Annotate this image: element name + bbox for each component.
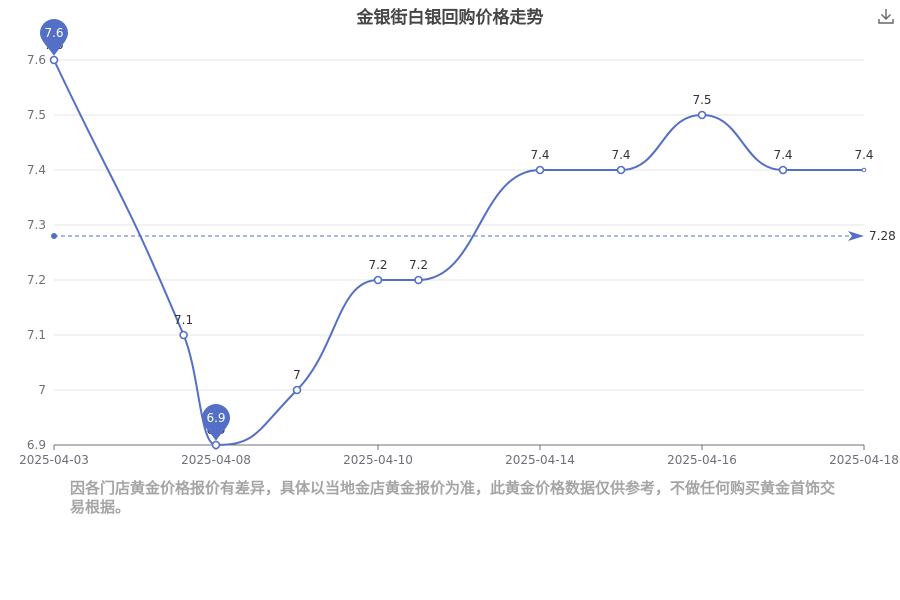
data-point bbox=[373, 275, 383, 285]
data-point bbox=[778, 165, 788, 175]
data-points bbox=[49, 55, 867, 450]
max-marker-label: 7.6 bbox=[44, 26, 63, 40]
y-tick-label: 7.1 bbox=[27, 328, 46, 342]
y-tick-label: 6.9 bbox=[27, 438, 46, 452]
download-icon[interactable] bbox=[876, 6, 896, 26]
data-label: 7.1 bbox=[174, 313, 193, 327]
y-tick-label: 7.5 bbox=[27, 108, 46, 122]
series-line bbox=[53, 59, 864, 447]
data-point bbox=[697, 110, 707, 120]
x-tick-label: 2025-04-03 bbox=[19, 453, 89, 467]
extreme-markers: 7.6 6.9 bbox=[40, 19, 230, 441]
y-tick-label: 7.4 bbox=[27, 163, 46, 177]
data-label: 7.4 bbox=[611, 148, 630, 162]
y-tick-label: 7.3 bbox=[27, 218, 46, 232]
min-marker-label: 6.9 bbox=[206, 411, 225, 425]
data-point bbox=[179, 330, 188, 340]
data-point bbox=[616, 165, 626, 175]
data-label: 7.4 bbox=[530, 148, 549, 162]
disclaimer-text: 因各门店黄金价格报价有差异，具体以当地金店黄金报价为准，此黄金价格数据仅供参考，… bbox=[70, 479, 836, 516]
data-label: 7 bbox=[293, 368, 301, 382]
data-point bbox=[49, 55, 59, 65]
average-line-label: 7.28 bbox=[869, 229, 896, 243]
average-line-start bbox=[51, 233, 57, 239]
average-line-arrow bbox=[848, 231, 864, 241]
x-tick-label: 2025-04-08 bbox=[181, 453, 251, 467]
data-point bbox=[292, 385, 302, 395]
max-marker: 7.6 bbox=[40, 19, 68, 56]
y-tick-label: 7.2 bbox=[27, 273, 46, 287]
data-label: 7.4 bbox=[854, 148, 873, 162]
average-line-group: 7.28 bbox=[51, 229, 896, 243]
max-marker-pin bbox=[40, 19, 68, 56]
data-label: 7.2 bbox=[409, 258, 428, 272]
data-label: 7.5 bbox=[692, 93, 711, 107]
min-marker: 6.9 bbox=[202, 404, 230, 441]
data-point bbox=[535, 165, 545, 175]
y-tick-label: 7.6 bbox=[27, 53, 46, 67]
y-tick-label: 7 bbox=[38, 383, 46, 397]
grid-lines bbox=[54, 59, 864, 391]
x-tick-label: 2025-04-18 bbox=[829, 453, 899, 467]
data-point bbox=[211, 440, 221, 450]
data-label: 7.4 bbox=[773, 148, 792, 162]
data-labels: 7.67.16.977.27.27.47.47.57.47.4 bbox=[44, 38, 873, 437]
x-tick-label: 2025-04-16 bbox=[667, 453, 737, 467]
axes: 6.9 7 7.1 7.2 7.3 7.4 7.5 7.6 2025-04-03 2025-04-… bbox=[19, 53, 899, 467]
chart-title: 金银街白银回购价格走势 bbox=[356, 8, 544, 28]
series-line-group bbox=[53, 59, 864, 447]
min-marker-pin bbox=[202, 404, 230, 441]
x-tick-label: 2025-04-10 bbox=[343, 453, 413, 467]
data-point bbox=[861, 167, 867, 173]
data-label: 7.2 bbox=[368, 258, 387, 272]
data-point bbox=[414, 275, 423, 285]
x-tick-label: 2025-04-14 bbox=[505, 453, 575, 467]
